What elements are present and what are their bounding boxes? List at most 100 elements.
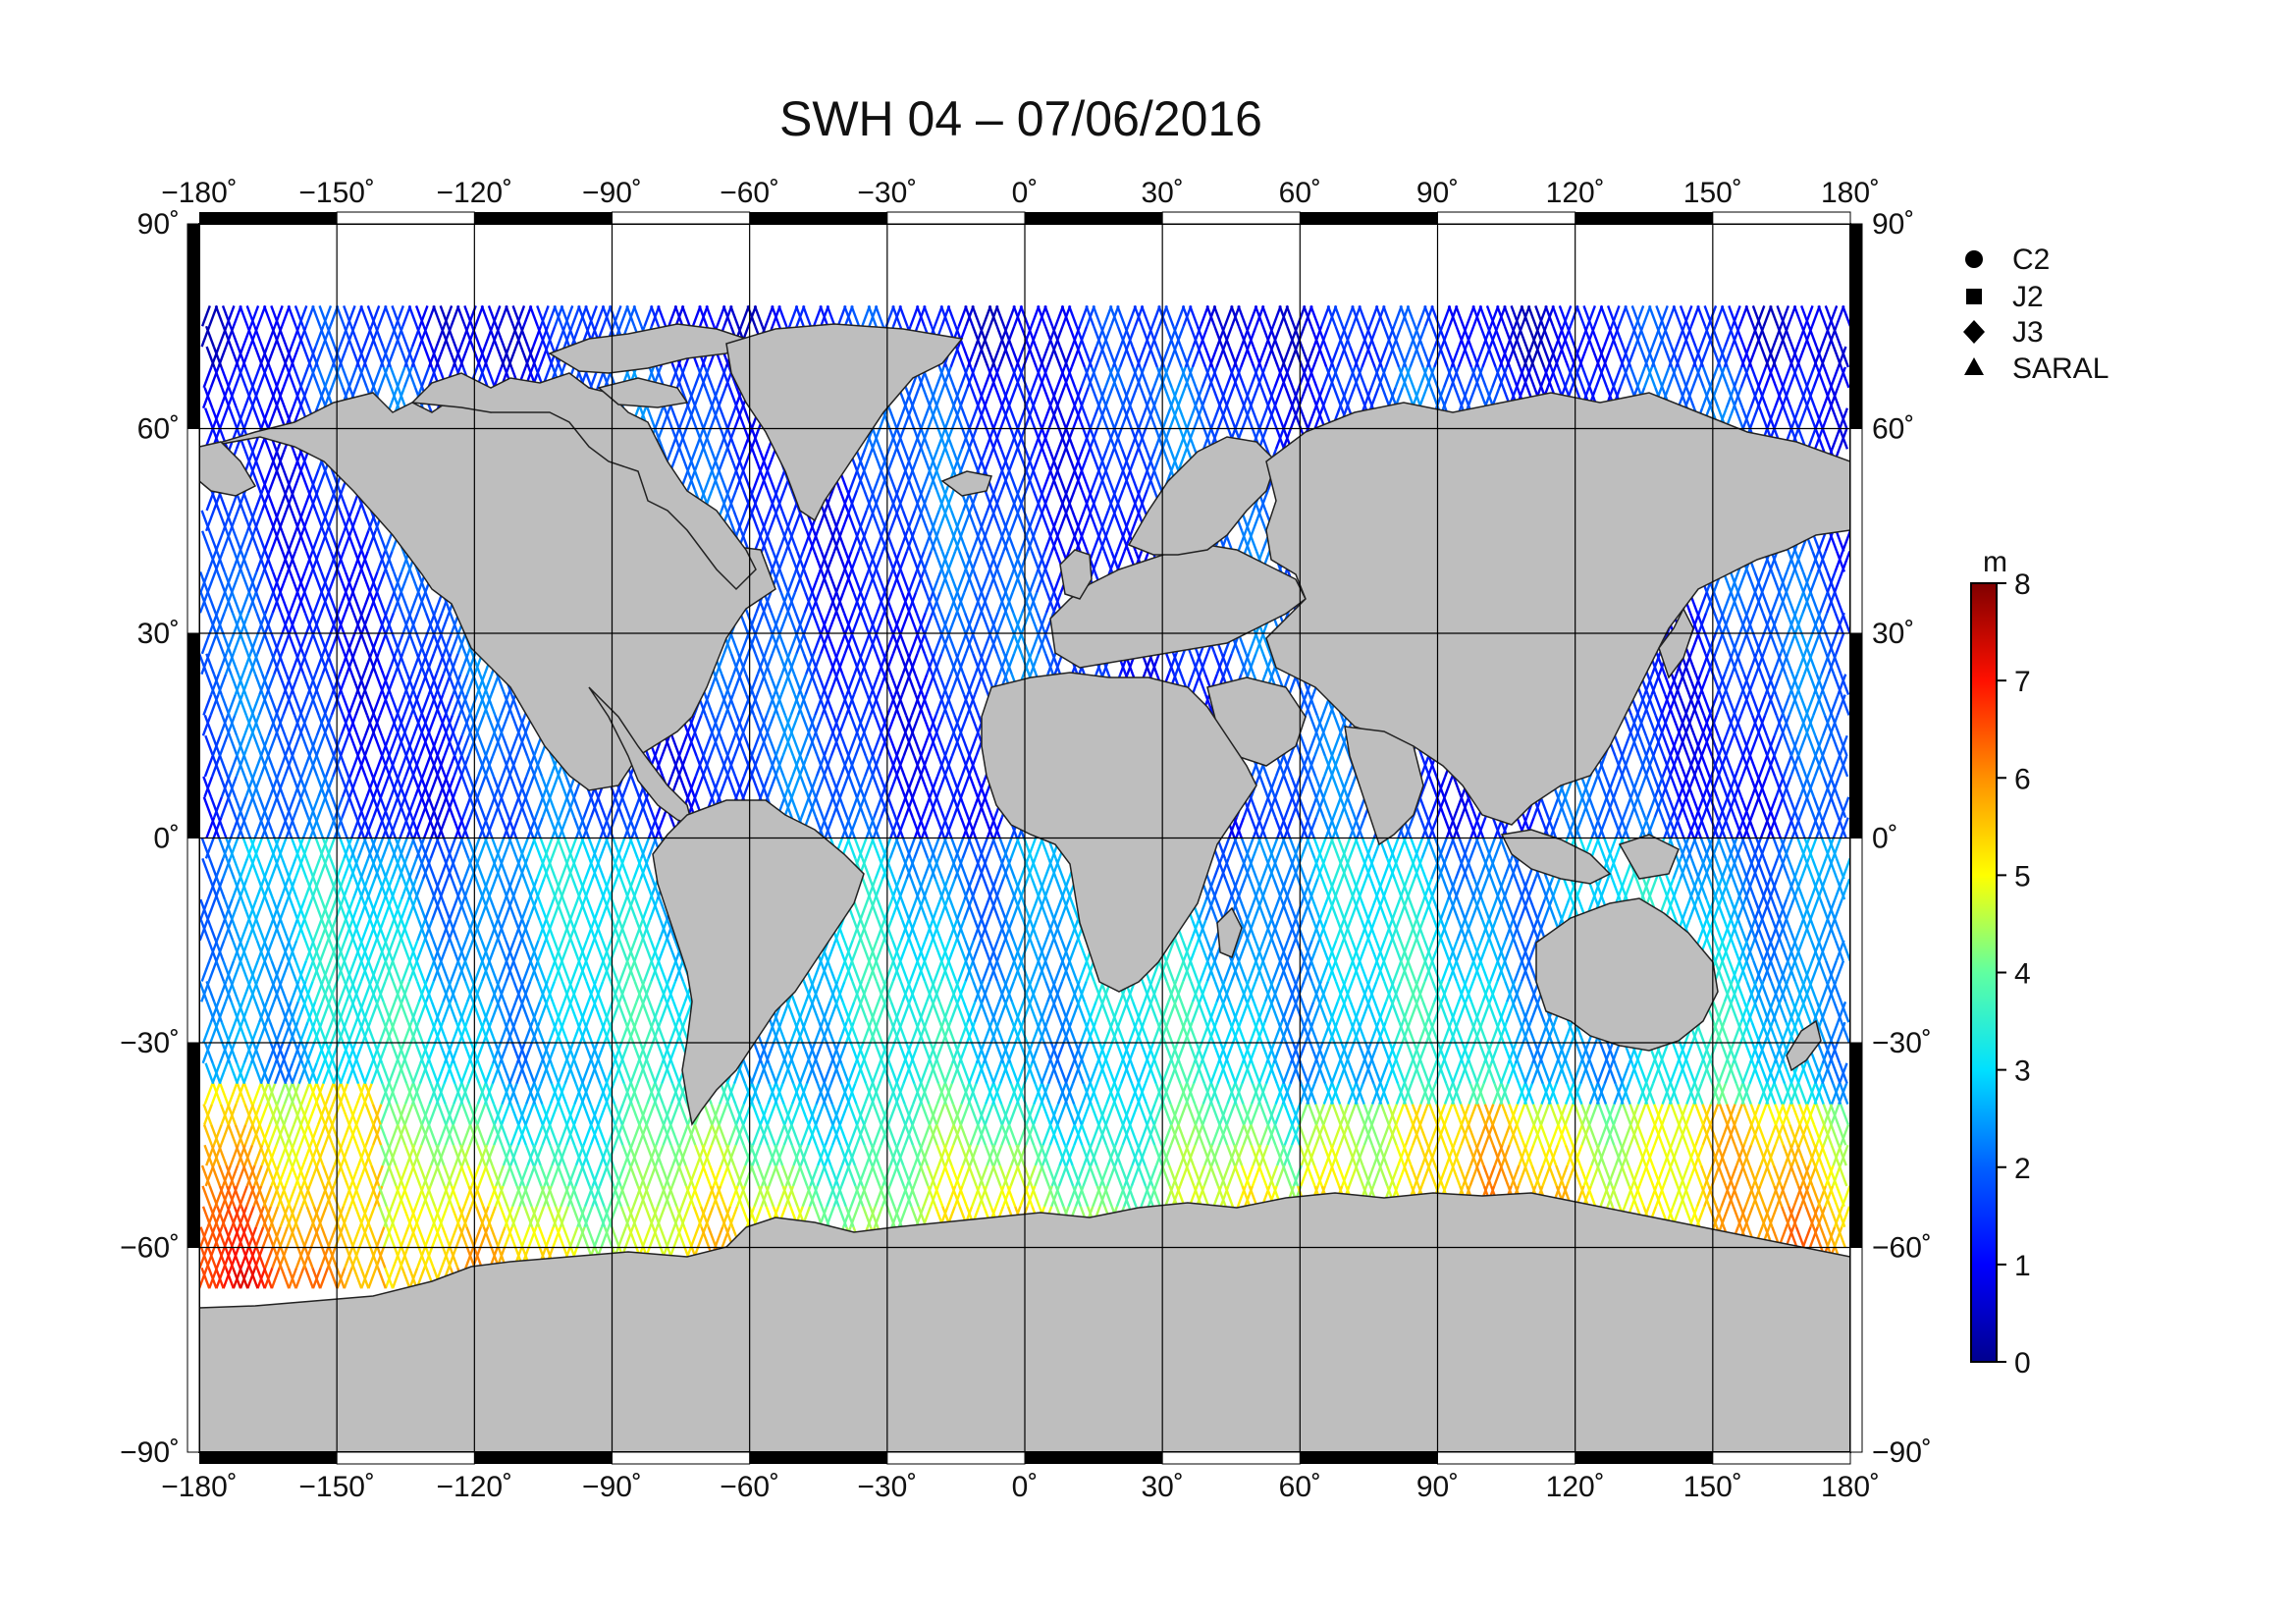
track-segment	[376, 919, 387, 942]
track-segment	[427, 1104, 438, 1125]
track-segment	[364, 1144, 375, 1166]
track-segment	[500, 1123, 510, 1146]
track-segment	[412, 1144, 423, 1166]
track-segment	[1685, 387, 1696, 409]
track-segment	[292, 1144, 302, 1166]
track-segment	[418, 1164, 429, 1187]
track-segment	[354, 796, 365, 819]
track-segment	[331, 1123, 342, 1146]
track-segment	[433, 878, 444, 900]
track-segment	[1728, 632, 1738, 655]
track-segment	[510, 1021, 521, 1044]
track-segment	[261, 1226, 272, 1248]
track-segment	[857, 530, 868, 553]
track-segment	[1776, 304, 1787, 327]
track-segment	[1798, 366, 1809, 389]
track-segment	[809, 530, 820, 553]
track-segment	[575, 898, 586, 921]
track-segment	[1606, 304, 1617, 327]
track-segment	[237, 1226, 247, 1248]
track-segment	[569, 981, 580, 1002]
track-segment	[279, 919, 290, 942]
track-segment	[1629, 366, 1640, 389]
track-segment	[1734, 387, 1744, 409]
track-segment	[491, 1164, 502, 1187]
track-segment	[539, 1062, 550, 1085]
track-segment	[457, 878, 468, 900]
track-segment	[1709, 387, 1720, 409]
track-segment	[1794, 878, 1805, 900]
track-segment	[1822, 1083, 1833, 1105]
track-segment	[454, 1226, 465, 1248]
track-segment	[863, 448, 874, 470]
track-segment	[513, 1226, 524, 1248]
track-segment	[630, 817, 641, 839]
track-segment	[460, 1083, 471, 1105]
track-segment	[207, 1247, 218, 1269]
track-segment	[485, 817, 496, 839]
track-segment	[491, 1062, 502, 1085]
track-segment	[1840, 346, 1850, 368]
track-segment	[489, 1226, 500, 1248]
track-segment	[379, 776, 390, 798]
track-segment	[306, 796, 317, 819]
track-segment	[249, 1164, 260, 1187]
track-segment	[363, 755, 374, 778]
track-segment	[425, 653, 436, 676]
track-segment	[1508, 366, 1519, 389]
track-segment	[1803, 1164, 1814, 1187]
track-segment	[911, 448, 922, 470]
track-segment	[258, 1104, 269, 1125]
track-segment	[558, 1144, 568, 1166]
track-segment	[351, 591, 362, 614]
track-segment	[328, 1247, 339, 1269]
track-segment	[219, 755, 230, 778]
track-segment	[337, 878, 347, 900]
track-segment	[400, 919, 410, 942]
track-segment	[624, 898, 635, 921]
track-segment	[848, 489, 859, 512]
track-segment	[403, 1123, 414, 1146]
track-segment	[548, 1123, 559, 1146]
track-segment	[1819, 1206, 1829, 1228]
track-segment	[221, 304, 232, 327]
track-segment	[353, 1185, 364, 1208]
track-segment	[1736, 919, 1747, 942]
track-segment	[267, 755, 278, 778]
track-segment	[1703, 632, 1714, 655]
track-segment	[203, 387, 214, 409]
track-segment	[337, 1206, 347, 1228]
track-segment	[452, 776, 462, 798]
track-segment	[228, 387, 239, 409]
track-segment	[260, 1164, 271, 1187]
track-segment	[232, 530, 242, 553]
track-segment	[328, 981, 339, 1002]
track-segment	[222, 1267, 233, 1289]
track-segment	[403, 1104, 414, 1125]
track-segment	[563, 1062, 574, 1085]
track-segment	[267, 1083, 278, 1105]
track-segment	[875, 612, 885, 634]
track-segment	[252, 1042, 263, 1064]
track-segment	[661, 734, 671, 757]
track-segment	[351, 919, 362, 942]
track-segment	[257, 468, 268, 491]
track-segment	[1751, 304, 1762, 327]
track-segment	[276, 387, 287, 409]
track-segment	[243, 1144, 254, 1166]
track-segment	[1776, 960, 1787, 982]
track-segment	[465, 1226, 476, 1248]
track-segment	[832, 530, 843, 553]
track-segment	[427, 796, 438, 819]
track-segment	[404, 1062, 415, 1085]
track-segment	[645, 1104, 656, 1125]
track-segment	[1605, 366, 1616, 389]
track-segment	[1818, 551, 1829, 572]
track-segment	[401, 1185, 412, 1208]
track-segment	[709, 407, 720, 429]
track-segment	[348, 1042, 359, 1064]
track-segment	[1661, 714, 1672, 736]
track-segment	[364, 1083, 375, 1105]
track-segment	[515, 734, 526, 757]
